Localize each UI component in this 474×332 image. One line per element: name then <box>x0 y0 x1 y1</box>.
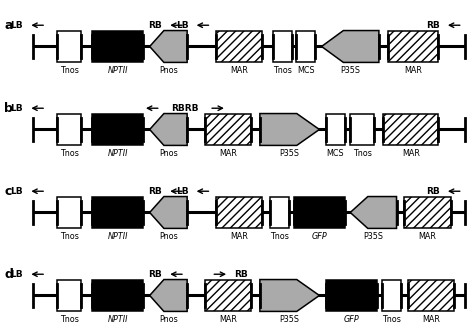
Text: RB: RB <box>148 187 162 196</box>
Text: MCS: MCS <box>297 66 315 75</box>
Text: MAR: MAR <box>230 66 248 75</box>
Text: d: d <box>4 268 13 281</box>
Polygon shape <box>150 114 187 145</box>
Text: RB: RB <box>148 21 162 30</box>
Text: Tnos: Tnos <box>60 66 79 75</box>
Text: RB: RB <box>426 187 440 196</box>
Polygon shape <box>150 31 187 62</box>
Bar <box>216 31 262 62</box>
Text: P35S: P35S <box>364 232 383 241</box>
Bar <box>57 114 82 145</box>
Polygon shape <box>150 197 187 228</box>
Bar <box>408 280 454 311</box>
Text: LB: LB <box>10 21 23 30</box>
Text: c: c <box>4 185 11 198</box>
Bar <box>92 31 143 62</box>
Bar <box>326 114 345 145</box>
Bar <box>57 197 82 228</box>
Polygon shape <box>260 114 319 145</box>
Text: NPTII: NPTII <box>108 232 128 241</box>
Text: NPTII: NPTII <box>108 149 128 158</box>
Text: MAR: MAR <box>219 315 237 324</box>
Polygon shape <box>260 280 319 311</box>
Text: Tnos: Tnos <box>60 149 79 158</box>
Text: NPTII: NPTII <box>108 315 128 324</box>
Text: Pnos: Pnos <box>159 149 178 158</box>
Text: Tnos: Tnos <box>60 232 79 241</box>
Text: GFP: GFP <box>344 315 359 324</box>
Text: LB: LB <box>10 187 23 196</box>
Bar <box>92 197 143 228</box>
Bar <box>57 31 82 62</box>
Text: P35S: P35S <box>280 149 300 158</box>
Text: RB: RB <box>148 270 162 279</box>
Text: GFP: GFP <box>312 232 328 241</box>
Bar <box>383 114 438 145</box>
Bar <box>326 280 377 311</box>
Bar <box>270 197 289 228</box>
Bar <box>294 197 345 228</box>
Text: MAR: MAR <box>230 232 248 241</box>
Text: MAR: MAR <box>422 315 439 324</box>
Text: RB: RB <box>426 21 440 30</box>
Text: Pnos: Pnos <box>159 232 178 241</box>
Text: a: a <box>4 19 13 32</box>
Text: MAR: MAR <box>219 149 237 158</box>
Text: Pnos: Pnos <box>159 315 178 324</box>
Text: Tnos: Tnos <box>353 149 372 158</box>
Polygon shape <box>150 280 187 311</box>
Text: NPTII: NPTII <box>108 66 128 75</box>
Text: MAR: MAR <box>402 149 420 158</box>
Bar <box>296 31 315 62</box>
Text: MCS: MCS <box>327 149 344 158</box>
Polygon shape <box>350 197 397 228</box>
Text: Tnos: Tnos <box>60 315 79 324</box>
Text: P35S: P35S <box>340 66 360 75</box>
Bar <box>383 280 401 311</box>
Bar <box>205 114 251 145</box>
Text: b: b <box>4 102 13 115</box>
Text: Tnos: Tnos <box>382 315 401 324</box>
Text: LB: LB <box>10 270 23 279</box>
Text: LB: LB <box>176 187 189 196</box>
Text: MAR: MAR <box>419 232 437 241</box>
Bar <box>216 197 262 228</box>
Bar <box>273 31 292 62</box>
Text: P35S: P35S <box>280 315 300 324</box>
Polygon shape <box>321 31 379 62</box>
Text: RBRB: RBRB <box>171 104 199 113</box>
Text: LB: LB <box>176 21 189 30</box>
Bar <box>57 280 82 311</box>
Text: MAR: MAR <box>404 66 422 75</box>
Text: Tnos: Tnos <box>270 232 289 241</box>
Bar <box>388 31 438 62</box>
Text: LB: LB <box>10 104 23 113</box>
Text: Pnos: Pnos <box>159 66 178 75</box>
Bar <box>92 114 143 145</box>
Text: RB: RB <box>234 270 248 279</box>
Bar <box>350 114 374 145</box>
Bar <box>92 280 143 311</box>
Bar <box>404 197 451 228</box>
Text: Tnos: Tnos <box>273 66 292 75</box>
Bar <box>205 280 251 311</box>
